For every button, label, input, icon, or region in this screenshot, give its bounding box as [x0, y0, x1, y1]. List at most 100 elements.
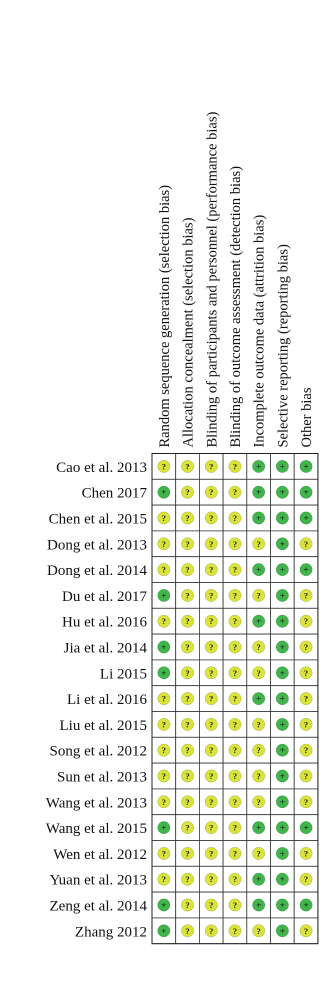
risk-symbol: ? [304, 719, 308, 729]
unclear-risk-icon [252, 640, 266, 654]
unclear-risk-icon [228, 924, 242, 938]
unclear-risk-icon [204, 666, 218, 680]
risk-symbol: ? [304, 874, 308, 884]
risk-symbol: ? [304, 771, 308, 781]
risk-symbol: ? [185, 487, 189, 497]
study-label: Li et al. 2016 [67, 692, 147, 708]
risk-symbol: ? [209, 642, 213, 652]
low-risk-icon [252, 563, 266, 577]
study-label: Wang et al. 2015 [46, 821, 147, 837]
risk-symbol: ? [185, 797, 189, 807]
unclear-risk-icon [228, 846, 242, 860]
low-risk-icon [157, 666, 171, 680]
unclear-risk-icon [204, 511, 218, 525]
risk-symbol: ? [185, 616, 189, 626]
risk-symbol: ? [304, 797, 308, 807]
risk-symbol: + [280, 771, 285, 781]
risk-symbol: ? [185, 745, 189, 755]
low-risk-icon [275, 459, 289, 473]
risk-symbol: ? [209, 487, 213, 497]
low-risk-icon [275, 666, 289, 680]
low-risk-icon [299, 821, 313, 835]
unclear-risk-icon [299, 692, 313, 706]
unclear-risk-icon [228, 898, 242, 912]
study-label: Du et al. 2017 [62, 589, 147, 605]
low-risk-icon [157, 898, 171, 912]
risk-symbol: ? [233, 461, 237, 471]
study-label: Chen 2017 [82, 486, 148, 502]
low-risk-icon [275, 924, 289, 938]
risk-grid: ???? + + + +??? + + +???? + + +????? +????? + + + +????… [151, 453, 319, 945]
risk-symbol: + [256, 461, 261, 471]
unclear-risk-icon [181, 563, 195, 577]
risk-symbol: ? [185, 642, 189, 652]
risk-symbol: ? [209, 694, 213, 704]
unclear-risk-icon [181, 924, 195, 938]
risk-symbol: ? [233, 590, 237, 600]
low-risk-icon [275, 846, 289, 860]
unclear-risk-icon [181, 692, 195, 706]
risk-symbol: ? [209, 823, 213, 833]
study-label: Yuan et al. 2013 [50, 873, 147, 889]
column-header: Allocation concealment (selection bias) [181, 217, 197, 447]
risk-symbol: ? [185, 926, 189, 936]
low-risk-icon [157, 588, 171, 602]
risk-symbol: ? [233, 848, 237, 858]
risk-symbol: ? [209, 719, 213, 729]
study-labels: Cao et al. 2013 Chen 2017 Chen et al. 2015… [46, 460, 148, 940]
risk-symbol: ? [162, 745, 166, 755]
column-header: Blinding of participants and personnel (… [204, 112, 220, 448]
unclear-risk-icon [181, 640, 195, 654]
study-label: Zeng et al. 2014 [50, 899, 148, 915]
risk-symbol: ? [209, 900, 213, 910]
unclear-risk-icon [228, 614, 242, 628]
risk-symbol: + [161, 900, 166, 910]
risk-symbol: ? [257, 848, 261, 858]
low-risk-icon [299, 511, 313, 525]
low-risk-icon [252, 614, 266, 628]
study-label: Li 2015 [100, 666, 147, 682]
risk-symbol: + [280, 565, 285, 575]
risk-symbol: ? [162, 797, 166, 807]
risk-symbol: ? [209, 745, 213, 755]
risk-symbol: ? [209, 874, 213, 884]
risk-symbol: + [280, 874, 285, 884]
risk-symbol: + [161, 823, 166, 833]
risk-symbol: + [304, 900, 309, 910]
risk-symbol: ? [257, 539, 261, 549]
unclear-risk-icon [157, 537, 171, 551]
unclear-risk-icon [204, 537, 218, 551]
risk-symbol: ? [233, 513, 237, 523]
unclear-risk-icon [252, 666, 266, 680]
risk-symbol: ? [257, 926, 261, 936]
risk-symbol: ? [304, 694, 308, 704]
risk-symbol: ? [185, 874, 189, 884]
risk-symbol: + [256, 874, 261, 884]
risk-symbol: ? [304, 668, 308, 678]
unclear-risk-icon [157, 872, 171, 886]
risk-symbol: ? [304, 745, 308, 755]
risk-symbol: + [280, 461, 285, 471]
unclear-risk-icon [204, 588, 218, 602]
unclear-risk-icon [228, 511, 242, 525]
risk-symbol: + [304, 461, 309, 471]
risk-symbol: + [280, 848, 285, 858]
low-risk-icon [252, 485, 266, 499]
unclear-risk-icon [252, 769, 266, 783]
unclear-risk-icon [181, 459, 195, 473]
low-risk-icon [252, 898, 266, 912]
risk-symbol: ? [209, 668, 213, 678]
study-label: Chen et al. 2015 [49, 512, 147, 528]
unclear-risk-icon [181, 666, 195, 680]
low-risk-icon [275, 563, 289, 577]
unclear-risk-icon [181, 821, 195, 835]
risk-symbol: ? [209, 848, 213, 858]
unclear-risk-icon [204, 769, 218, 783]
risk-symbol: ? [233, 823, 237, 833]
unclear-risk-icon [204, 640, 218, 654]
risk-symbol: + [280, 797, 285, 807]
risk-symbol: + [280, 616, 285, 626]
unclear-risk-icon [157, 717, 171, 731]
study-label: Wen et al. 2012 [53, 847, 147, 863]
unclear-risk-icon [252, 537, 266, 551]
